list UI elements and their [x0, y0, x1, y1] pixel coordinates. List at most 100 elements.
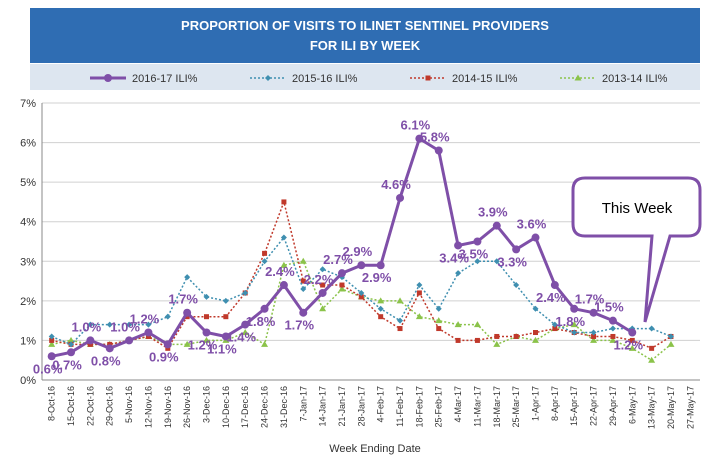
point	[628, 328, 637, 337]
point	[318, 288, 327, 297]
point	[425, 75, 431, 81]
x-tick-label: 4-Feb-17	[376, 386, 386, 423]
point	[551, 321, 558, 328]
point	[550, 281, 559, 290]
data-label: 0.9%	[149, 349, 179, 364]
point	[319, 305, 327, 312]
point	[435, 317, 443, 324]
x-tick-label: 3-Dec-16	[202, 386, 212, 423]
x-tick-label: 29-Apr-17	[608, 386, 618, 426]
point	[48, 340, 56, 347]
data-label: 3.4%	[439, 250, 469, 265]
point	[397, 317, 404, 324]
point	[493, 340, 501, 347]
point	[47, 352, 56, 361]
point	[241, 329, 249, 336]
point	[262, 250, 268, 256]
point	[104, 74, 112, 82]
data-label: 1.8%	[246, 314, 276, 329]
point	[125, 336, 134, 345]
point	[571, 329, 578, 336]
point	[357, 261, 366, 270]
point	[415, 134, 424, 143]
point	[629, 337, 635, 343]
legend-label: 2014-15 ILI%	[452, 73, 518, 85]
point	[203, 336, 210, 343]
x-tick-label: 17-Dec-16	[240, 386, 250, 428]
y-tick-label: 6%	[20, 138, 36, 150]
legend-label: 2013-14 ILI%	[602, 73, 668, 85]
point	[300, 278, 306, 284]
data-label: 3.9%	[478, 205, 508, 220]
point	[436, 326, 442, 332]
point	[203, 293, 210, 300]
point	[493, 258, 500, 265]
point	[106, 321, 113, 328]
point	[202, 328, 211, 337]
point	[221, 332, 230, 341]
point	[610, 333, 616, 339]
point	[416, 282, 423, 289]
x-tick-label: 26-Nov-16	[182, 386, 192, 428]
point	[67, 348, 76, 357]
point	[474, 258, 481, 265]
chart-title: FOR ILI BY WEEK	[310, 38, 421, 53]
data-label: 1.2%	[130, 312, 160, 327]
x-tick-label: 11-Mar-17	[472, 386, 482, 427]
x-tick-label: 7-Jan-17	[298, 386, 308, 422]
data-label: 0.8%	[91, 353, 121, 368]
point	[261, 258, 268, 265]
point	[531, 233, 540, 242]
point	[67, 336, 75, 343]
annotation: This Week	[602, 200, 673, 217]
point	[279, 281, 288, 290]
callout	[571, 176, 702, 323]
point	[320, 282, 326, 288]
point	[280, 234, 287, 241]
point	[591, 333, 597, 339]
data-label: 1.7%	[284, 318, 314, 333]
x-tick-label: 22-Oct-16	[85, 386, 95, 426]
data-label: 1.1%	[207, 341, 237, 356]
x-tick-label: 13-May-17	[647, 386, 657, 429]
y-tick-label: 4%	[20, 217, 36, 229]
y-tick-label: 3%	[20, 256, 36, 268]
point	[222, 297, 229, 304]
x-tick-label: 8-Apr-17	[550, 386, 560, 421]
data-label: 1.7%	[575, 292, 605, 307]
x-tick-label: 24-Dec-16	[260, 386, 270, 428]
y-tick-label: 1%	[20, 335, 36, 347]
point	[49, 337, 55, 343]
point	[590, 329, 597, 336]
point	[377, 297, 385, 304]
x-tick-label: 14-Jan-17	[318, 386, 328, 427]
point	[473, 237, 482, 246]
point	[455, 270, 462, 277]
data-label: 6.1%	[401, 118, 431, 133]
point	[512, 245, 521, 254]
x-tick-label: 6-May-17	[627, 386, 637, 424]
x-tick-label: 18-Mar-17	[492, 386, 502, 428]
point	[648, 356, 656, 363]
point	[473, 321, 481, 328]
x-tick-label: 21-Jan-17	[337, 386, 347, 427]
data-label: 4.6%	[381, 177, 411, 192]
point	[299, 308, 308, 317]
point	[589, 308, 598, 317]
point	[648, 325, 655, 332]
data-label: 2.4%	[536, 290, 566, 305]
point	[570, 304, 579, 313]
x-tick-label: 27-May-17	[685, 386, 695, 429]
x-tick-label: 18-Feb-17	[414, 386, 424, 428]
point	[242, 289, 249, 296]
x-tick-label: 25-Feb-17	[434, 386, 444, 428]
data-label: 1.2%	[613, 338, 643, 353]
data-label: 5.8%	[420, 129, 450, 144]
data-label: 0.7%	[52, 357, 82, 372]
data-label: 2.9%	[343, 244, 373, 259]
data-label: 0.6%	[33, 361, 63, 376]
point	[144, 328, 153, 337]
point	[184, 274, 191, 281]
point	[454, 241, 463, 250]
point	[628, 344, 636, 351]
